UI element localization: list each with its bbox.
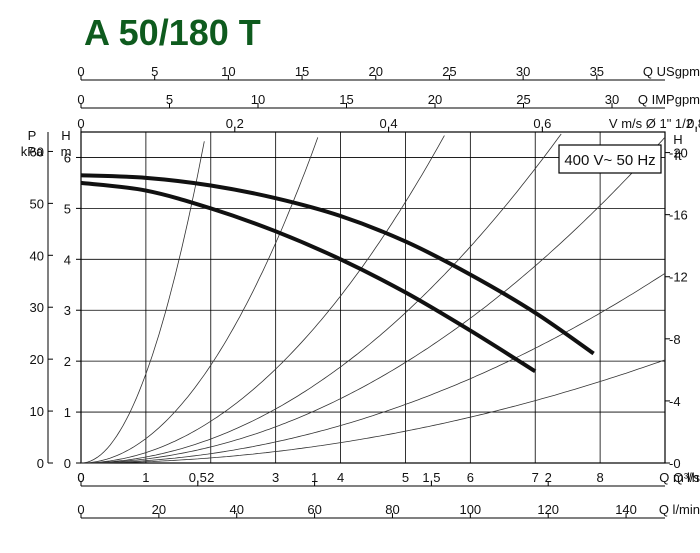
axis-usgpm-tick-label: 30: [516, 64, 530, 79]
axis-m3h-label: Q m³/h: [659, 470, 699, 485]
axis-m3h-tick-label: 3: [272, 470, 279, 485]
axis-ft-tick-label: -0: [669, 456, 681, 471]
axis-ft-unit: ft: [674, 148, 682, 163]
pump-curves: [80, 173, 595, 374]
axis-m-tick-label: 1: [64, 405, 71, 420]
axis-kpa-label: P: [28, 128, 37, 143]
axis-ls-tick-label: 2: [545, 470, 552, 485]
axis-ls-tick-label: 0,5: [189, 470, 207, 485]
axis-kpa-tick-label: 30: [30, 300, 44, 315]
axis-lmin-tick-label: 80: [385, 502, 399, 517]
axis-ls-label: Q l/s: [673, 470, 700, 485]
axis-kpa-tick-label: 20: [30, 352, 44, 367]
axis-usgpm-label: Q USgpm: [643, 64, 700, 79]
axis-m-tick-label: 6: [64, 150, 71, 165]
axis-velocity-tick-label: 0,8: [687, 116, 700, 131]
plot-frame: [80, 131, 666, 464]
axis-velocity-label: V m/s Ø 1" 1/2: [609, 116, 693, 131]
axis-ft-label: H: [673, 132, 682, 147]
system-curve: [80, 137, 319, 464]
axis-ft-tick-label: -20: [669, 146, 688, 161]
axis-kpa-tick-label: 0: [37, 456, 44, 471]
axis-impgpm-tick-label: 0: [77, 92, 84, 107]
axis-usgpm-tick-label: 25: [442, 64, 456, 79]
axis-m-label: H: [61, 128, 70, 143]
axis-lmin-tick-label: 60: [307, 502, 321, 517]
system-curve: [81, 135, 445, 464]
axis-m-tick-label: 3: [64, 303, 71, 318]
axis-usgpm-tick-label: 5: [151, 64, 158, 79]
axis-impgpm-tick-label: 20: [428, 92, 442, 107]
system-curve: [81, 136, 666, 464]
axis-usgpm-tick-label: 15: [295, 64, 309, 79]
axis-ls-tick-label: 1: [311, 470, 318, 485]
axis-velocity-tick-label: 0,4: [380, 116, 398, 131]
axis-lmin-tick-label: 140: [615, 502, 637, 517]
axis-lmin-label: Q l/min: [659, 502, 700, 517]
axis-lmin-tick-label: 120: [537, 502, 559, 517]
axis-kpa-tick-label: 50: [30, 196, 44, 211]
axis-usgpm-tick-label: 0: [77, 64, 84, 79]
axis-m-unit: m: [61, 144, 72, 159]
system-curve: [81, 359, 666, 464]
axis-ft-tick-label: -4: [669, 394, 681, 409]
axis-impgpm-tick-label: 10: [251, 92, 265, 107]
system-curve: [81, 272, 666, 464]
axis-m3h-tick-label: 1: [142, 470, 149, 485]
axis-ft-tick-label: -8: [669, 332, 681, 347]
axis-m3h-tick-label: 5: [402, 470, 409, 485]
axis-lmin-tick-label: 100: [459, 502, 481, 517]
axis-usgpm-tick-label: 20: [369, 64, 383, 79]
axis-lmin-tick-label: 20: [152, 502, 166, 517]
axis-kpa-tick-label: 60: [30, 144, 44, 159]
axis-kpa-unit: kPa: [21, 144, 44, 159]
axis-m3h-tick-label: 6: [467, 470, 474, 485]
axis-impgpm-tick-label: 5: [166, 92, 173, 107]
axis-velocity-tick-label: 0,2: [226, 116, 244, 131]
pump-curve-1: [80, 173, 595, 356]
voltage-label-box: 400 V~ 50 Hz: [558, 144, 662, 174]
axis-velocity-tick-label: 0: [77, 116, 84, 131]
axis-ls-tick-label: 0: [77, 470, 84, 485]
pump-curve-2: [80, 180, 537, 374]
axis-m3h-tick-label: 4: [337, 470, 344, 485]
system-curves: [80, 133, 666, 464]
axis-m-tick-label: 5: [64, 201, 71, 216]
axis-ls-tick-label: 1,5: [422, 470, 440, 485]
axis-m-tick-label: 2: [64, 354, 71, 369]
axis-lmin-tick-label: 40: [229, 502, 243, 517]
axis-ft-tick-label: -12: [669, 270, 688, 285]
axis-ft-tick-label: -16: [669, 208, 688, 223]
axis-m3h-tick-label: 7: [532, 470, 539, 485]
axis-m3h-tick-label: 0: [77, 470, 84, 485]
axis-lmin-tick-label: 0: [77, 502, 84, 517]
axis-impgpm-tick-label: 15: [339, 92, 353, 107]
axis-m-tick-label: 4: [64, 252, 71, 267]
axis-kpa-tick-label: 10: [30, 404, 44, 419]
axis-impgpm-tick-label: 25: [516, 92, 530, 107]
grid: [80, 131, 666, 464]
axis-velocity-tick-label: 0,6: [533, 116, 551, 131]
axis-impgpm-tick-label: 30: [605, 92, 619, 107]
chart-title: A 50/180 T: [84, 12, 261, 53]
axis-m-tick-label: 0: [64, 456, 71, 471]
voltage-label: 400 V~ 50 Hz: [564, 152, 655, 169]
axis-kpa-tick-label: 40: [30, 248, 44, 263]
axis-m3h-tick-label: 2: [207, 470, 214, 485]
axis-m3h-tick-label: 8: [596, 470, 603, 485]
axis-impgpm-label: Q IMPgpm: [638, 92, 700, 107]
system-curve: [81, 133, 562, 464]
axis-usgpm-tick-label: 35: [590, 64, 604, 79]
system-curve: [80, 141, 205, 464]
axis-usgpm-tick-label: 10: [221, 64, 235, 79]
